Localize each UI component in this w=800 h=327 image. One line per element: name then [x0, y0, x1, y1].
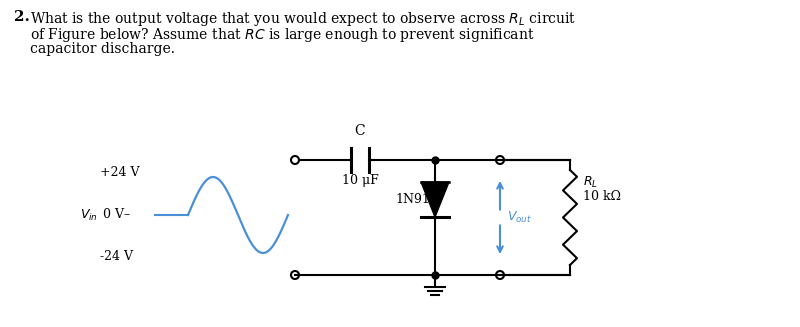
Text: +24 V: +24 V	[100, 166, 139, 180]
Text: 1N914: 1N914	[395, 193, 438, 206]
Text: 10 μF: 10 μF	[342, 174, 378, 187]
Text: $V_{in}$: $V_{in}$	[80, 207, 98, 223]
Text: 10 kΩ: 10 kΩ	[583, 191, 621, 203]
Text: 0 V–: 0 V–	[103, 209, 130, 221]
Text: C: C	[354, 124, 366, 138]
Text: $V_{out}$: $V_{out}$	[507, 210, 532, 225]
Text: capacitor discharge.: capacitor discharge.	[30, 42, 175, 56]
Text: -24 V: -24 V	[100, 250, 133, 264]
Text: 2.: 2.	[14, 10, 30, 24]
Polygon shape	[421, 182, 449, 217]
Text: What is the output voltage that you would expect to observe across $R_L$ circuit: What is the output voltage that you woul…	[30, 10, 576, 28]
Text: of Figure below? Assume that $RC$ is large enough to prevent significant: of Figure below? Assume that $RC$ is lar…	[30, 26, 534, 44]
Text: $R_L$: $R_L$	[583, 174, 598, 190]
